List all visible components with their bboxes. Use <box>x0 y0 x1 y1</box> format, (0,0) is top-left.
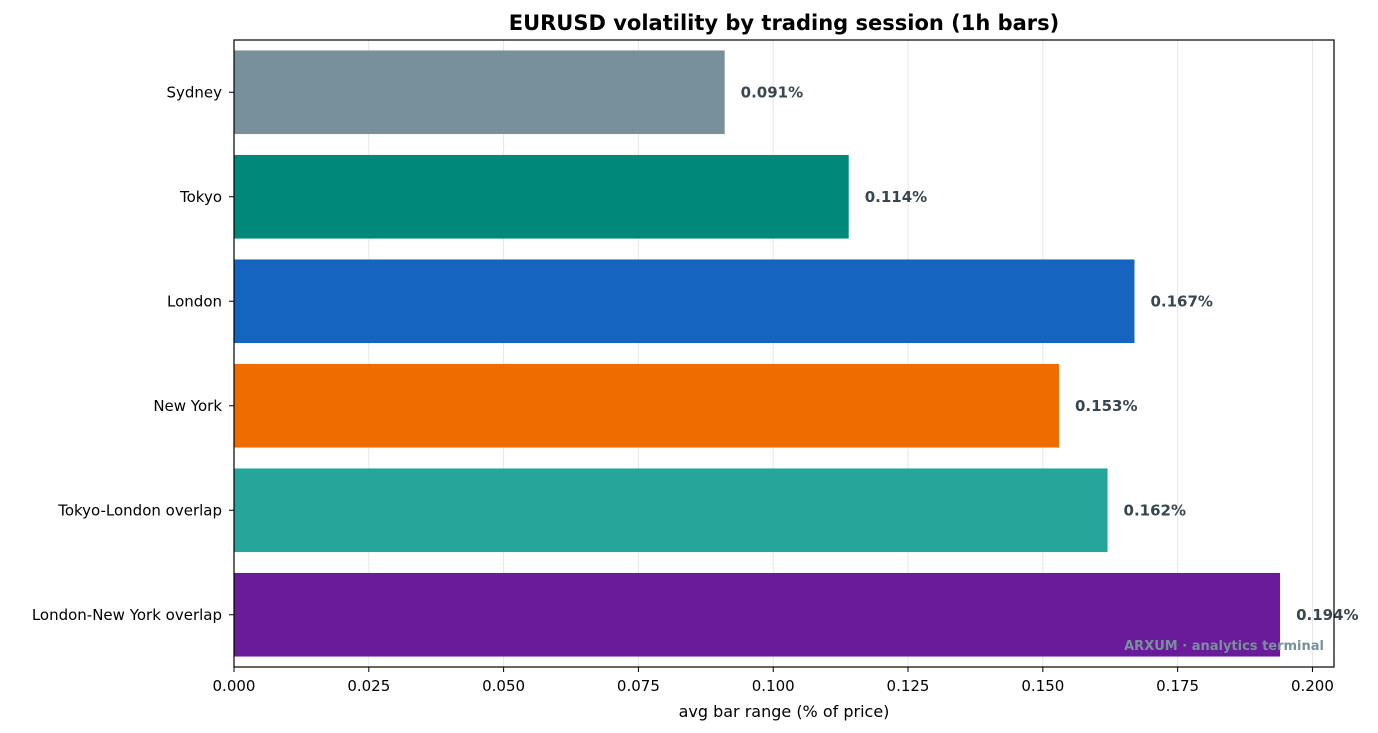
x-tick-label: 0.050 <box>482 677 525 695</box>
bar <box>234 468 1108 553</box>
chart-title: EURUSD volatility by trading session (1h… <box>509 11 1060 35</box>
bar <box>234 572 1281 657</box>
bar <box>234 259 1135 344</box>
bars <box>234 50 1281 657</box>
y-axis-ticks: Sydney Tokyo London New York Tokyo-London ov… <box>32 83 234 624</box>
bar-labels: 0.091% 0.114% 0.167% 0.153% 0.162% 0.194% <box>741 83 1359 624</box>
bar <box>234 154 849 239</box>
x-tick-label: 0.150 <box>1021 677 1064 695</box>
bar-value-label: 0.167% <box>1150 292 1212 310</box>
x-tick-label: 0.075 <box>617 677 660 695</box>
bar <box>234 50 725 135</box>
x-tick-label: 0.025 <box>347 677 390 695</box>
bar-value-label: 0.114% <box>865 188 927 206</box>
y-tick-label: Tokyo-London overlap <box>57 501 222 519</box>
x-axis-label: avg bar range (% of price) <box>679 702 890 721</box>
y-tick-label: Tokyo <box>179 188 222 206</box>
y-tick-label: New York <box>153 397 222 415</box>
watermark: ARXUM · analytics terminal <box>1124 639 1324 654</box>
y-tick-label: London <box>167 292 222 310</box>
x-tick-label: 0.175 <box>1156 677 1199 695</box>
x-tick-label: 0.125 <box>887 677 930 695</box>
x-tick-label: 0.100 <box>752 677 795 695</box>
x-tick-label: 0.000 <box>213 677 256 695</box>
x-axis-ticks: 0.000 0.025 0.050 0.075 0.100 0.125 0.150 0.175… <box>213 667 1334 695</box>
grid <box>233 40 1313 667</box>
bar-value-label: 0.194% <box>1296 606 1358 624</box>
x-tick-label: 0.200 <box>1291 677 1334 695</box>
plot-frame <box>233 39 1335 668</box>
y-tick-label: Sydney <box>166 83 222 101</box>
y-tick-label: London-New York overlap <box>32 606 222 624</box>
bar-value-label: 0.153% <box>1075 397 1137 415</box>
bar-value-label: 0.162% <box>1124 501 1186 519</box>
bar <box>234 363 1059 448</box>
bar-value-label: 0.091% <box>741 83 803 101</box>
